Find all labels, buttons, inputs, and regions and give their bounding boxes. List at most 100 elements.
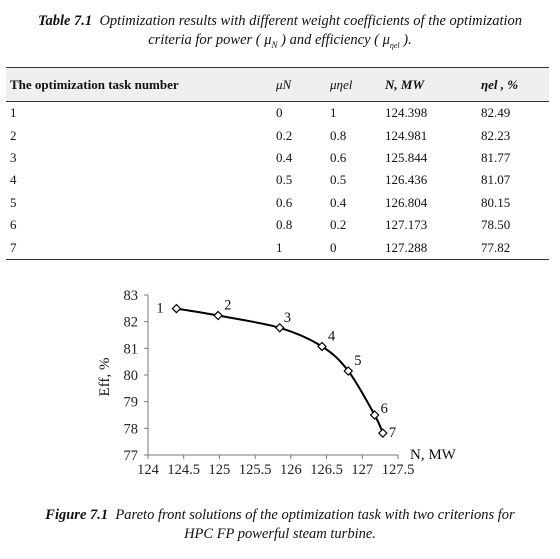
data-point — [317, 341, 327, 352]
x-tick-label: 127 — [351, 462, 373, 478]
y-axis-label: Eff, % — [97, 358, 113, 397]
cell-mu-eta: 0.8 — [330, 127, 347, 143]
cell-mu-eta: 0.2 — [330, 217, 347, 233]
cell-task-number: 1 — [10, 105, 17, 121]
y-tick-label: 83 — [124, 288, 139, 304]
table-row: 4 0.5 0.5 126.436 81.07 — [6, 169, 549, 191]
cell-task-number: 5 — [10, 194, 17, 210]
x-tick-label: 126.5 — [310, 462, 343, 478]
cell-efficiency: 81.07 — [481, 172, 511, 188]
cell-power: 127.288 — [385, 236, 481, 260]
cell-task-number: 2 — [10, 127, 17, 143]
table-caption-text2c: ). — [403, 32, 412, 48]
header-efficiency: ηel , % — [481, 67, 549, 102]
figure-caption: Figure 7.1 Pareto front solutions of the… — [0, 506, 560, 544]
x-tick-labels: 124 124.5 125 125.5 126 126.5 127 127.5 — [137, 462, 414, 478]
y-tick-label: 78 — [124, 421, 139, 437]
cell-power: 126.804 — [385, 194, 428, 210]
data-point — [213, 310, 223, 321]
cell-power: 127.173 — [385, 217, 428, 233]
header-power: N, MW — [385, 67, 481, 102]
header-task-number: The optimization task number — [6, 67, 276, 102]
cell-task-number: 6 — [10, 217, 17, 233]
cell-efficiency: 77.82 — [481, 236, 549, 260]
x-tick-label: 125 — [209, 462, 231, 478]
y-tick-label: 81 — [124, 341, 139, 357]
cell-mu-eta: 0.6 — [330, 149, 347, 165]
data-point — [378, 428, 388, 438]
header-mu-eta: μηel — [330, 67, 385, 102]
y-tick-labels: 77 78 79 80 81 82 83 — [124, 288, 139, 464]
cell-mu-n: 0.2 — [276, 127, 293, 143]
results-table: The optimization task number μN μηel N, … — [6, 67, 549, 260]
table-caption-label: Table 7.1 — [37, 13, 93, 29]
table-caption-text2a: criteria for power ( — [148, 32, 261, 48]
figure-caption-line1: Figure 7.1 Pareto front solutions of the… — [0, 506, 560, 525]
y-tick-label: 80 — [124, 368, 139, 384]
y-tick-label: 82 — [124, 315, 139, 331]
cell-power: 124.981 — [385, 127, 428, 143]
table-caption: Table 7.1 Optimization results with diff… — [0, 12, 560, 55]
x-tick-label: 124.5 — [167, 462, 200, 478]
cell-mu-n: 0.5 — [276, 172, 293, 188]
x-axis-label: N, MW — [410, 447, 457, 463]
cell-mu-n: 0.6 — [276, 194, 293, 210]
figure-caption-label: Figure 7.1 — [45, 507, 109, 523]
mu-eta-symbol: μηel — [382, 32, 400, 50]
cell-efficiency: 81.77 — [481, 149, 511, 165]
x-tick-label: 127.5 — [382, 462, 415, 478]
mu-n-symbol: μN — [264, 32, 278, 50]
table-row: 7 1 0 127.288 77.82 — [6, 236, 549, 260]
table-body: 1 0 1 124.398 82.49 2 0.2 0.8 124.981 82.23 3 0.4 0.… — [6, 102, 549, 260]
table-row: 5 0.6 0.4 126.804 80.15 — [6, 192, 549, 214]
cell-mu-eta: 0.5 — [330, 172, 347, 188]
cell-efficiency: 82.23 — [481, 127, 511, 143]
x-tick-label: 126 — [280, 462, 302, 478]
cell-power: 124.398 — [385, 105, 428, 121]
cell-task-number: 4 — [10, 172, 17, 188]
table-row: 3 0.4 0.6 125.844 81.77 — [6, 147, 549, 169]
data-point — [343, 366, 354, 376]
point-label: 2 — [224, 298, 231, 314]
point-label: 1 — [156, 301, 163, 317]
header-mu-n: μN — [276, 67, 330, 102]
point-label: 5 — [354, 353, 361, 369]
x-tick-label: 124 — [137, 462, 160, 478]
cell-mu-n: 1 — [276, 236, 330, 260]
table-row: 2 0.2 0.8 124.981 82.23 — [6, 124, 549, 146]
chart-axes — [144, 294, 399, 459]
cell-mu-eta: 1 — [330, 105, 337, 121]
cell-task-number: 7 — [6, 236, 276, 260]
cell-efficiency: 82.49 — [481, 105, 511, 121]
figure-caption-text1: Pareto front solutions of the optimizati… — [115, 507, 515, 523]
y-tick-label: 79 — [124, 395, 139, 411]
figure-caption-line2: HPC FP powerful steam turbine. — [184, 526, 376, 542]
data-markers — [171, 303, 388, 438]
table-caption-line2: criteria for power ( μN ) and efficiency… — [0, 31, 560, 55]
point-label: 6 — [381, 401, 388, 417]
table-row: 1 0 1 124.398 82.49 — [6, 102, 549, 125]
data-point — [369, 410, 380, 420]
cell-mu-eta: 0 — [330, 236, 385, 260]
table-caption-text1: Optimization results with different weig… — [99, 13, 523, 29]
x-tick-label: 125.5 — [239, 462, 272, 478]
cell-task-number: 3 — [10, 149, 17, 165]
cell-power: 126.436 — [385, 172, 428, 188]
table-row: 6 0.8 0.2 127.173 78.50 — [6, 214, 549, 236]
cell-mu-n: 0 — [276, 105, 283, 121]
point-label: 7 — [389, 425, 396, 441]
table-caption-line1: Table 7.1 Optimization results with diff… — [0, 12, 560, 31]
cell-efficiency: 80.15 — [481, 194, 511, 210]
table-caption-text2b: ) and efficiency ( — [281, 32, 379, 48]
data-point — [171, 303, 182, 314]
cell-mu-eta: 0.4 — [330, 194, 347, 210]
cell-mu-n: 0.8 — [276, 217, 293, 233]
point-label: 4 — [328, 328, 336, 344]
y-tick-label: 77 — [124, 448, 139, 464]
point-label: 3 — [284, 310, 291, 326]
cell-mu-n: 0.4 — [276, 149, 293, 165]
cell-power: 125.844 — [385, 149, 428, 165]
point-labels: 1 2 3 4 5 67 — [156, 298, 396, 442]
table-header-row: The optimization task number μN μηel N, … — [6, 67, 549, 102]
